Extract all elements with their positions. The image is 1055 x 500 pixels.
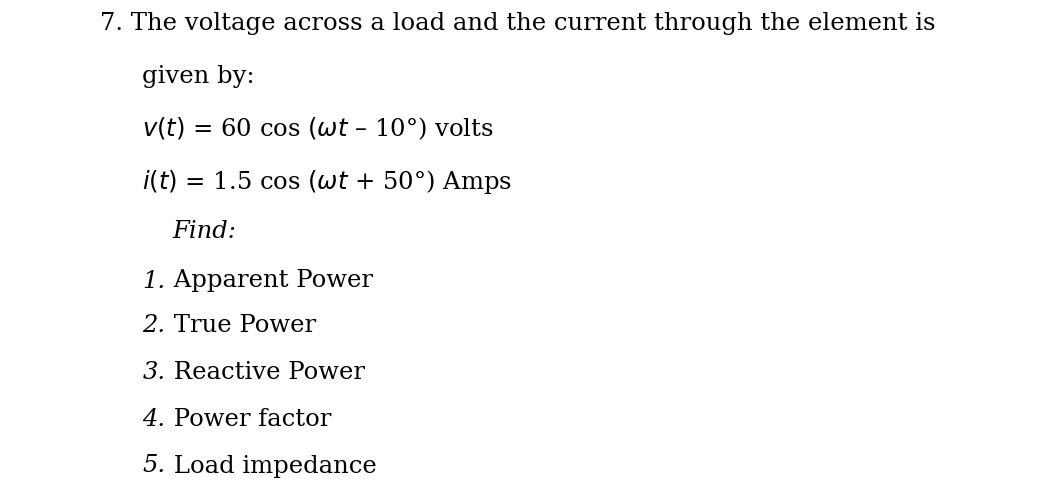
- Text: 3.: 3.: [142, 361, 166, 384]
- Text: 2. True Power: 2. True Power: [142, 314, 315, 338]
- Text: 5.: 5.: [142, 454, 166, 477]
- Text: 7. The voltage across a load and the current through the element is: 7. The voltage across a load and the cur…: [100, 12, 936, 35]
- Text: 4. Power factor: 4. Power factor: [142, 408, 331, 431]
- Text: given by:: given by:: [142, 64, 255, 88]
- Text: Power factor: Power factor: [166, 408, 331, 431]
- Text: $v(t)$ = 60 cos $(ωt$ – 10°) volts: $v(t)$ = 60 cos $(ωt$ – 10°) volts: [142, 116, 494, 142]
- Text: 3. Reactive Power: 3. Reactive Power: [142, 361, 365, 384]
- Text: True Power: True Power: [166, 314, 315, 338]
- Text: 1. Apparent Power: 1. Apparent Power: [142, 270, 372, 292]
- Text: 2.: 2.: [142, 314, 166, 338]
- Text: Find:: Find:: [172, 220, 236, 242]
- Text: 4.: 4.: [142, 408, 166, 431]
- Text: Load impedance: Load impedance: [166, 454, 377, 477]
- Text: Apparent Power: Apparent Power: [166, 270, 372, 292]
- Text: 5. Load impedance: 5. Load impedance: [142, 454, 377, 477]
- Text: 1.: 1.: [142, 270, 166, 292]
- Text: Reactive Power: Reactive Power: [166, 361, 365, 384]
- Text: $i(t)$ = 1.5 cos $(ωt$ + 50°) Amps: $i(t)$ = 1.5 cos $(ωt$ + 50°) Amps: [142, 168, 513, 196]
